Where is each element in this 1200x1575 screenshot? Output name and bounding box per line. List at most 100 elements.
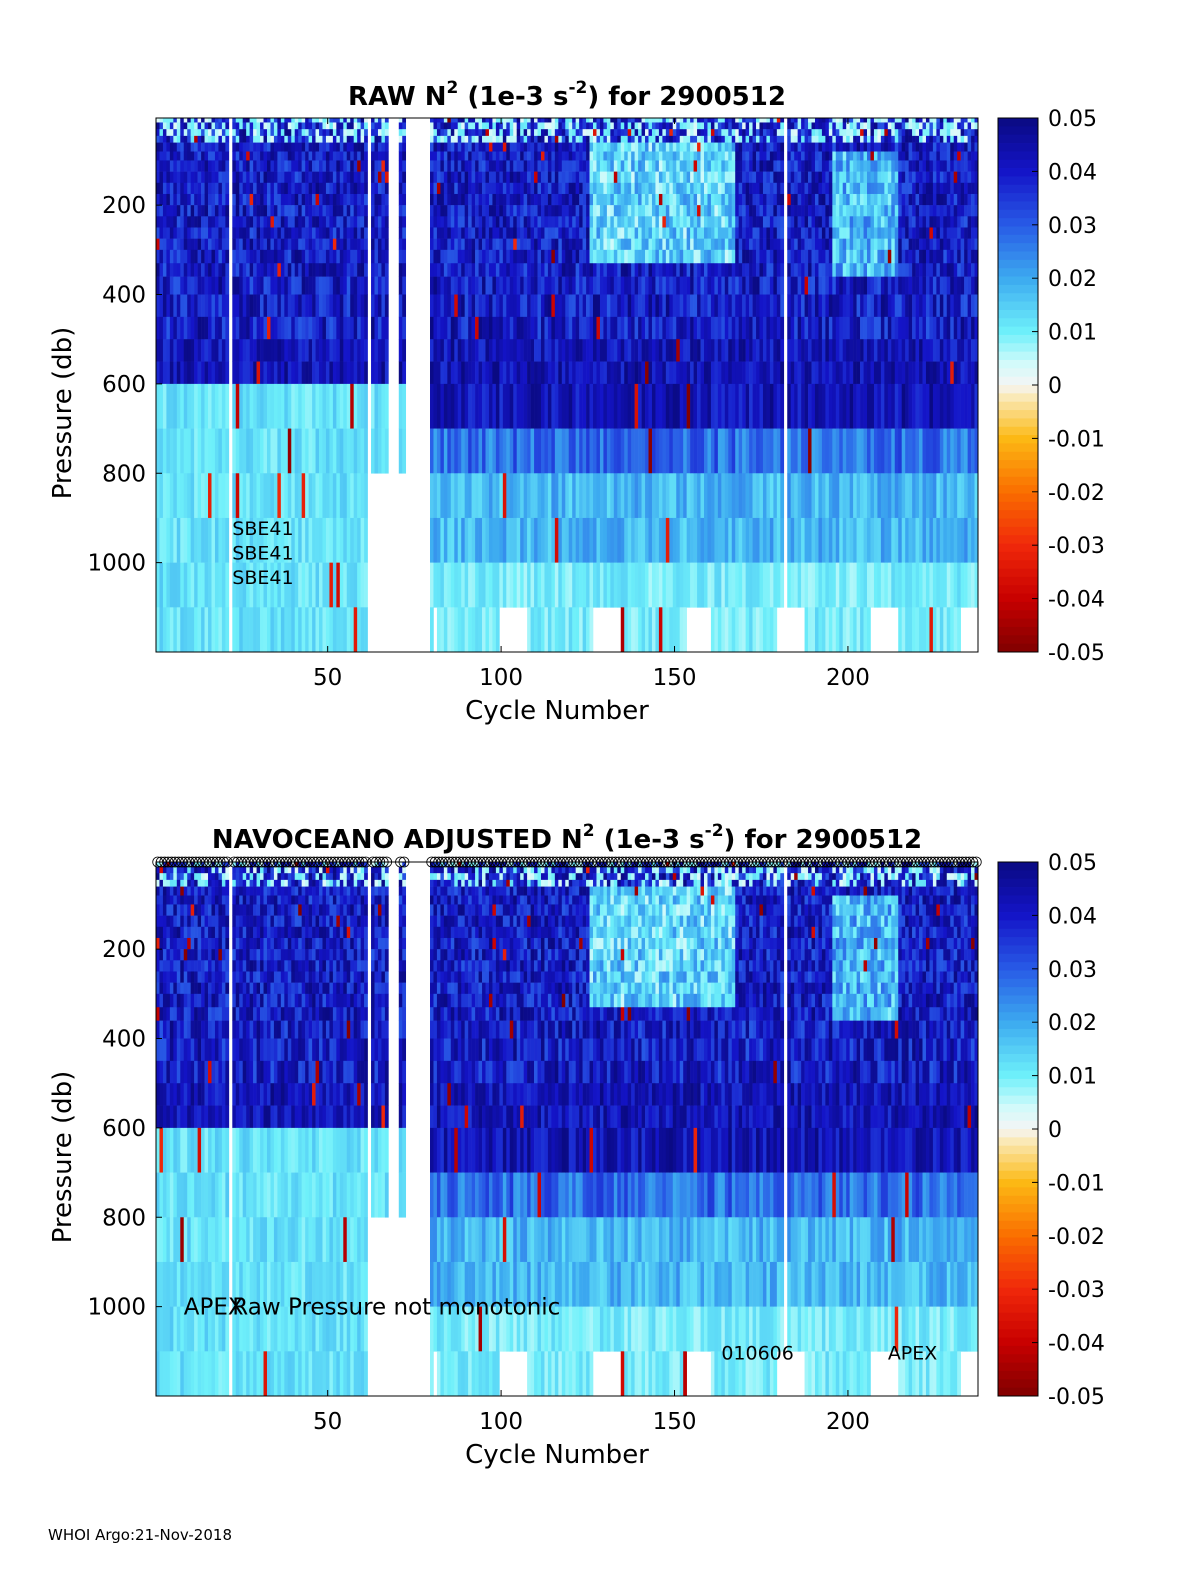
heatmap-cell xyxy=(721,249,726,264)
heatmap-cell xyxy=(436,276,441,295)
heatmap-cell xyxy=(495,193,500,206)
heatmap-cell xyxy=(704,227,708,239)
heatmap-cell xyxy=(655,517,660,563)
heatmap-cell xyxy=(377,151,382,161)
heatmap-cell xyxy=(655,263,660,277)
heatmap-cell xyxy=(679,142,684,152)
heatmap-cell xyxy=(235,171,240,184)
heatmap-cell xyxy=(235,135,240,143)
heatmap-cell xyxy=(201,227,205,239)
heatmap-cell xyxy=(624,276,628,295)
heatmap-cell xyxy=(187,383,191,429)
heatmap-cell xyxy=(384,294,389,318)
heatmap-cell xyxy=(704,339,708,362)
heatmap-cell xyxy=(242,473,247,519)
heatmap-cell xyxy=(724,205,729,217)
heatmap-cell xyxy=(773,238,778,251)
heatmap-cell xyxy=(266,182,271,195)
heatmap-cell xyxy=(724,216,729,228)
heatmap-cell xyxy=(731,122,736,130)
heatmap-cell xyxy=(700,205,705,217)
heatmap-cell xyxy=(374,361,379,385)
heatmap-cell xyxy=(360,193,365,206)
heatmap-cell xyxy=(173,276,178,295)
heatmap-cell xyxy=(357,129,361,137)
heatmap-cell xyxy=(814,316,819,340)
heatmap-cell xyxy=(582,316,587,340)
heatmap-cell xyxy=(374,263,379,277)
heatmap-cell xyxy=(443,171,448,184)
heatmap-cell xyxy=(738,562,743,608)
heatmap-cell xyxy=(676,517,681,563)
heatmap-cell xyxy=(648,316,653,340)
heatmap-cell xyxy=(488,339,493,362)
heatmap-cell xyxy=(842,339,847,362)
heatmap-cell xyxy=(586,607,590,653)
heatmap-cell xyxy=(721,171,726,184)
heatmap-cell xyxy=(700,238,705,251)
heatmap-cell xyxy=(801,339,805,362)
heatmap-cell xyxy=(603,276,608,295)
heatmap-cell xyxy=(239,607,244,653)
heatmap-cell xyxy=(811,142,816,152)
heatmap-cell xyxy=(301,249,306,264)
heatmap-cell xyxy=(631,193,635,206)
heatmap-cell xyxy=(620,263,625,277)
heatmap-cell xyxy=(728,428,733,474)
heatmap-cell xyxy=(776,517,781,563)
heatmap-cell xyxy=(176,122,181,130)
heatmap-cell xyxy=(648,227,653,239)
heatmap-cell xyxy=(440,151,445,161)
heatmap-cell xyxy=(537,205,542,217)
heatmap-cell xyxy=(204,151,209,161)
heatmap-cell xyxy=(738,383,743,429)
heatmap-cell xyxy=(648,171,653,184)
heatmap-cell xyxy=(565,517,570,563)
heatmap-cell xyxy=(589,227,594,239)
heatmap-cell xyxy=(669,339,674,362)
heatmap-cell xyxy=(662,339,667,362)
heatmap-cell xyxy=(350,562,354,608)
heatmap-cell xyxy=(183,118,188,123)
heatmap-cell xyxy=(641,607,646,653)
heatmap-cell xyxy=(176,607,181,653)
heatmap-cell xyxy=(253,562,257,608)
heatmap-cell xyxy=(183,193,188,206)
heatmap-cell xyxy=(756,122,760,130)
heatmap-cell xyxy=(502,193,507,206)
heatmap-cell xyxy=(246,249,250,264)
heatmap-cell xyxy=(780,361,785,385)
heatmap-cell xyxy=(776,294,781,318)
heatmap-cell xyxy=(457,171,462,184)
heatmap-cell xyxy=(468,216,472,228)
heatmap-cell xyxy=(291,193,296,206)
heatmap-cell xyxy=(534,216,538,228)
heatmap-cell xyxy=(360,517,365,563)
heatmap-cell xyxy=(586,517,590,563)
heatmap-cell xyxy=(190,383,195,429)
heatmap-cell xyxy=(156,517,160,563)
heatmap-cell xyxy=(201,160,205,172)
heatmap-cell xyxy=(339,135,344,143)
heatmap-cell xyxy=(565,339,570,362)
heatmap-cell xyxy=(201,294,205,318)
heatmap-cell xyxy=(173,607,178,653)
heatmap-cell xyxy=(211,339,216,362)
heatmap-cell xyxy=(277,294,282,318)
heatmap-cell xyxy=(808,316,812,340)
heatmap-cell xyxy=(402,182,407,195)
heatmap-cell xyxy=(662,171,667,184)
heatmap-cell xyxy=(246,473,250,519)
heatmap-cell xyxy=(759,216,764,228)
heatmap-cell xyxy=(305,263,309,277)
heatmap-cell xyxy=(166,151,171,161)
heatmap-cell xyxy=(516,193,521,206)
heatmap-cell xyxy=(710,160,715,172)
heatmap-cell xyxy=(599,276,604,295)
heatmap-cell xyxy=(225,118,230,123)
heatmap-cell xyxy=(218,339,223,362)
heatmap-cell xyxy=(645,383,649,429)
heatmap-cell xyxy=(745,238,750,251)
heatmap-cell xyxy=(319,361,323,385)
heatmap-cell xyxy=(322,263,327,277)
